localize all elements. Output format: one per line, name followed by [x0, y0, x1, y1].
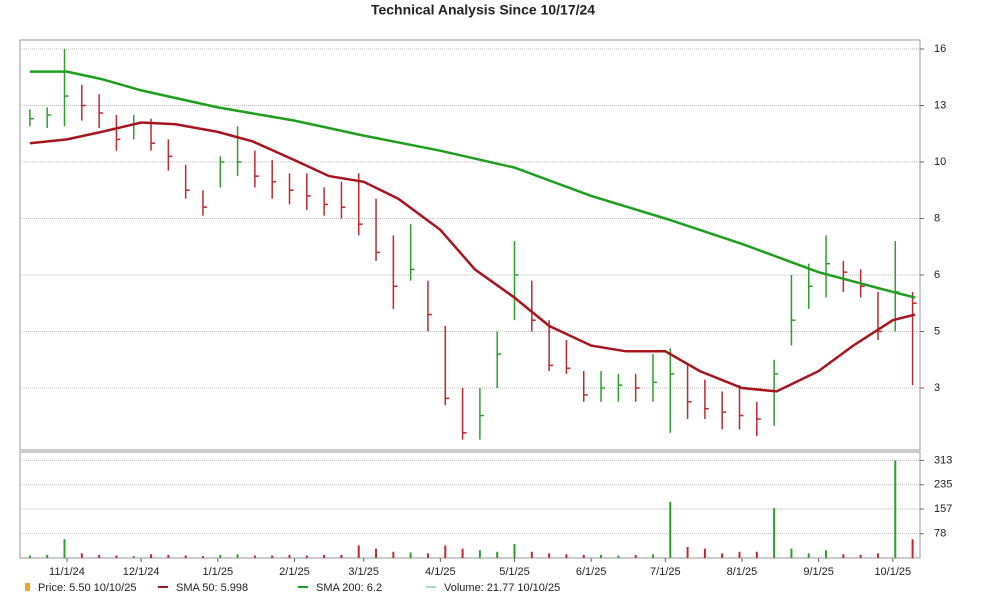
x-tick-label: 4/1/25: [425, 566, 456, 578]
x-tick-label: 3/1/25: [348, 566, 379, 578]
x-tick-label: 5/1/25: [499, 566, 530, 578]
x-tick-label: 7/1/25: [650, 566, 681, 578]
y-tick-label: 13: [934, 99, 946, 111]
sma-line: [29, 121, 916, 393]
x-tick-label: 6/1/25: [576, 566, 607, 578]
legend-swatch: [25, 583, 30, 591]
volume-tick-label: 78: [934, 528, 946, 540]
volume-tick-label: 313: [934, 454, 952, 466]
volume-tick-label: 235: [934, 479, 952, 491]
sma-line: [29, 70, 916, 299]
legend-label: Price: 5.50 10/10/25: [38, 582, 136, 594]
x-tick-label: 1/1/25: [203, 566, 234, 578]
legend-label: SMA 200: 6.2: [316, 582, 382, 594]
x-tick-label: 11/1/24: [49, 566, 85, 578]
legend-label: SMA 50: 5.998: [176, 582, 248, 594]
y-tick-label: 3: [934, 382, 940, 394]
y-tick-label: 5: [934, 325, 940, 337]
y-tick-label: 6: [934, 269, 940, 281]
x-tick-label: 9/1/25: [803, 566, 834, 578]
x-tick-label: 12/1/24: [123, 566, 160, 578]
volume-tick-label: 157: [934, 503, 952, 515]
y-tick-label: 16: [934, 43, 946, 55]
chart-title: Technical Analysis Since 10/17/24: [371, 2, 595, 18]
y-tick-label: 10: [934, 156, 946, 168]
volume-frame: [19, 451, 921, 559]
legend-label: Volume: 21.77 10/10/25: [444, 582, 560, 594]
x-tick-label: 10/1/25: [874, 566, 911, 578]
price-frame: [19, 39, 921, 451]
x-tick-label: 2/1/25: [279, 566, 310, 578]
y-tick-label: 8: [934, 212, 940, 224]
x-tick-label: 8/1/25: [727, 566, 758, 578]
